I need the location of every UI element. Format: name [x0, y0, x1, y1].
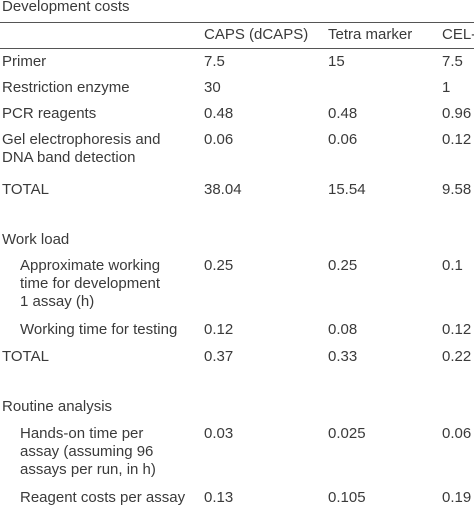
row-label: time for development: [20, 275, 161, 292]
column-header: CAPS (dCAPS): [204, 26, 309, 43]
row-label: PCR reagents: [2, 105, 97, 122]
cell-value: 1: [442, 79, 451, 96]
section-title: Development costs: [2, 0, 130, 15]
cell-value: 0.48: [328, 105, 358, 122]
column-header: CEL-I: [442, 26, 474, 43]
cell-value: 0.025: [328, 425, 366, 442]
row-label: Working time for testing: [20, 321, 178, 338]
column-header: Tetra marker: [328, 26, 413, 43]
cell-value: 0.33: [328, 348, 358, 365]
cell-value: 0.22: [442, 348, 472, 365]
cell-value: 0.96: [442, 105, 472, 122]
row-label: Restriction enzyme: [2, 79, 130, 96]
cell-value: 0.37: [204, 348, 234, 365]
row-label: Gel electrophoresis and: [2, 131, 161, 148]
cell-value: 0.06: [204, 131, 234, 148]
row-label: DNA band detection: [2, 149, 136, 166]
row-label: TOTAL: [2, 181, 49, 198]
cell-value: 0.25: [328, 257, 358, 274]
section-title: Routine analysis: [2, 398, 113, 415]
cell-value: 0.19: [442, 489, 472, 506]
cell-value: 9.58: [442, 181, 472, 198]
row-label: assays per run, in h): [20, 461, 156, 478]
row-label: assay (assuming 96: [20, 443, 154, 460]
cell-value: 0.03: [204, 425, 234, 442]
header-rule-bottom: [0, 48, 474, 49]
row-label: 1 assay (h): [20, 293, 95, 310]
row-label: Primer: [2, 53, 47, 70]
section-title: Work load: [2, 231, 70, 248]
cell-value: 0.06: [328, 131, 358, 148]
cell-value: 0.48: [204, 105, 234, 122]
row-label: Approximate working: [20, 257, 161, 274]
header-rule-top: [0, 22, 474, 23]
cell-value: 30: [204, 79, 221, 96]
cell-value: 0.12: [442, 131, 472, 148]
row-label: Hands-on time per: [20, 425, 144, 442]
cell-value: 0.1: [442, 257, 463, 274]
row-label: Reagent costs per assay: [20, 489, 186, 506]
cell-value: 0.12: [204, 321, 234, 338]
cell-value: 15: [328, 53, 345, 70]
cell-value: 0.12: [442, 321, 472, 338]
cell-value: 0.25: [204, 257, 234, 274]
cell-value: 7.5: [204, 53, 225, 70]
cell-value: 38.04: [204, 181, 242, 198]
cell-value: 7.5: [442, 53, 463, 70]
cell-value: 0.08: [328, 321, 358, 338]
cell-value: 0.13: [204, 489, 234, 506]
cell-value: 0.105: [328, 489, 366, 506]
cell-value: 15.54: [328, 181, 366, 198]
row-label: TOTAL: [2, 348, 49, 365]
cell-value: 0.06: [442, 425, 472, 442]
